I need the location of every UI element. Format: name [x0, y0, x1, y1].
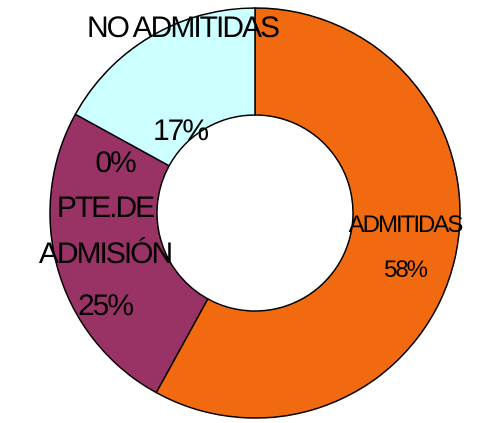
slice-label: ADMITIDAS: [348, 211, 464, 238]
donut-slice: [49, 113, 209, 394]
value-label: 25%: [77, 289, 134, 322]
value-label: 17%: [152, 114, 209, 147]
slice-label: PTE.DE ADMISIÓN: [38, 191, 173, 270]
value-label: 0%: [95, 146, 136, 179]
donut-slice: [74, 7, 256, 167]
slice-label: NO ADMITIDAS: [86, 11, 280, 44]
donut-slice: [155, 7, 461, 419]
value-label: 58%: [383, 256, 428, 283]
